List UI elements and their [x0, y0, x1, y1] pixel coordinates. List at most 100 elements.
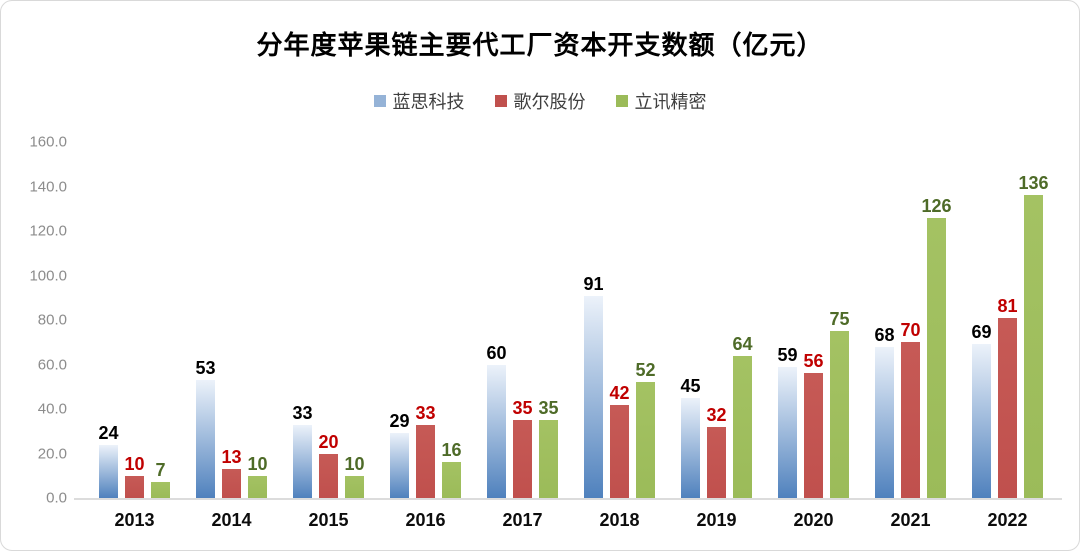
- bar-蓝思科技-2015: 33: [292, 404, 313, 498]
- x-tick-label: 2018: [599, 510, 640, 530]
- value-label: 35: [512, 398, 533, 419]
- bar-立讯精密-2020: 75: [829, 310, 850, 498]
- bar-歌尔股份-2019: 32: [706, 406, 727, 498]
- bar-立讯精密-2021: 126: [921, 197, 952, 498]
- bar-歌尔股份-2018: 42: [609, 384, 630, 498]
- legend-label: 歌尔股份: [513, 92, 586, 112]
- x-axis-line: [74, 498, 1062, 500]
- bar-group-2019: 45 32 64: [668, 142, 765, 498]
- x-tick-label: 2022: [987, 510, 1028, 530]
- y-axis: 0.0 20.0 40.0 60.0 80.0 100.0 120.0 140.0 160.0: [7, 134, 71, 507]
- value-label: 20: [318, 431, 339, 452]
- bar-立讯精密-2018: 52: [635, 361, 656, 498]
- value-label: 136: [1018, 173, 1049, 194]
- value-label: 13: [221, 447, 242, 468]
- legend-swatch-icon: [373, 95, 386, 107]
- y-tick-label: 80.0: [37, 311, 67, 329]
- x-tick-label: 2013: [114, 510, 155, 530]
- bar-歌尔股份-2013: 10: [124, 455, 145, 498]
- bar-group-2021: 68 70 126: [862, 142, 959, 498]
- y-tick-label: 20.0: [37, 445, 67, 462]
- bar-歌尔股份-2014: 13: [221, 448, 242, 498]
- legend-label: 蓝思科技: [392, 92, 465, 112]
- value-label: 10: [344, 453, 365, 474]
- bar-歌尔股份-2015: 20: [318, 433, 339, 498]
- bar-歌尔股份-2020: 56: [803, 352, 824, 498]
- bar-立讯精密-2016: 16: [441, 441, 462, 498]
- bar-蓝思科技-2016: 29: [389, 412, 410, 498]
- bar-group-2015: 33 20 10: [280, 142, 377, 498]
- bar-group-2020: 59 56 75: [765, 142, 862, 498]
- bar-蓝思科技-2014: 53: [195, 359, 216, 498]
- bar-蓝思科技-2018: 91: [583, 275, 604, 498]
- x-tick-label: 2019: [696, 510, 737, 530]
- y-tick-label: 0.0: [46, 489, 67, 507]
- x-tick-label: 2016: [405, 510, 446, 530]
- y-tick-label: 160.0: [29, 133, 67, 151]
- value-label: 81: [997, 295, 1018, 316]
- bar-蓝思科技-2017: 60: [486, 344, 507, 498]
- value-label: 64: [732, 333, 753, 354]
- legend-item: 蓝思科技: [373, 88, 465, 114]
- legend-swatch-icon: [494, 95, 507, 107]
- y-tick-label: 140.0: [29, 178, 67, 195]
- bar-歌尔股份-2017: 35: [512, 399, 533, 498]
- value-label: 33: [415, 402, 436, 423]
- value-label: 29: [389, 411, 410, 432]
- bar-group-2022: 69 81 136: [959, 142, 1056, 498]
- value-label: 60: [486, 342, 507, 363]
- x-tick-label: 2020: [793, 510, 834, 530]
- legend-item: 歌尔股份: [494, 88, 586, 114]
- bar-立讯精密-2017: 35: [538, 399, 559, 498]
- value-label: 7: [155, 460, 166, 481]
- value-label: 126: [921, 195, 952, 216]
- bar-蓝思科技-2022: 69: [971, 323, 992, 498]
- bar-group-2017: 60 35 35: [474, 142, 571, 498]
- value-label: 32: [706, 404, 727, 425]
- value-label: 53: [195, 358, 216, 379]
- value-label: 10: [124, 453, 145, 474]
- bar-立讯精密-2014: 10: [247, 455, 268, 498]
- bar-立讯精密-2019: 64: [732, 335, 753, 498]
- value-label: 10: [247, 453, 268, 474]
- x-axis-labels: 2013 2014 2015 2016 2017 2018 2019 2020 2021 2022: [86, 510, 1056, 531]
- bar-歌尔股份-2022: 81: [997, 297, 1018, 498]
- value-label: 91: [583, 273, 604, 294]
- bar-group-2018: 91 42 52: [571, 142, 668, 498]
- bar-蓝思科技-2019: 45: [680, 377, 701, 498]
- value-label: 75: [829, 309, 850, 330]
- y-tick-label: 40.0: [37, 400, 67, 418]
- value-label: 16: [441, 440, 462, 461]
- bar-group-2014: 53 13 10: [183, 142, 280, 498]
- value-label: 33: [292, 402, 313, 423]
- chart-title: 分年度苹果链主要代工厂资本开支数额（亿元）: [256, 30, 824, 60]
- bar-group-2013: 24 10 7: [86, 142, 183, 498]
- bar-蓝思科技-2021: 68: [874, 326, 895, 498]
- bar-立讯精密-2022: 136: [1018, 174, 1049, 498]
- legend-label: 立讯精密: [634, 92, 707, 112]
- bar-立讯精密-2013: 7: [151, 461, 170, 498]
- value-label: 24: [98, 422, 119, 443]
- y-tick-label: 60.0: [37, 356, 67, 373]
- value-label: 52: [635, 360, 656, 381]
- plot-area: 24 10 7 53 13 10 33 20 10 29 33 16 60 35 35 91 42 52 45 32 6…: [74, 142, 1062, 500]
- bar-歌尔股份-2016: 33: [415, 404, 436, 498]
- x-tick-label: 2014: [211, 510, 252, 530]
- x-tick-label: 2017: [502, 510, 543, 530]
- legend-swatch-icon: [615, 95, 628, 107]
- value-label: 68: [874, 324, 895, 345]
- bar-蓝思科技-2020: 59: [777, 346, 798, 498]
- bar-歌尔股份-2021: 70: [900, 321, 921, 498]
- y-tick-label: 100.0: [29, 267, 67, 284]
- bar-groups: 24 10 7 53 13 10 33 20 10 29 33 16 60 35 35 91 42 52 45 32 6…: [86, 142, 1056, 498]
- bar-蓝思科技-2013: 24: [98, 424, 119, 498]
- value-label: 70: [900, 320, 921, 341]
- value-label: 42: [609, 382, 630, 403]
- value-label: 45: [680, 375, 701, 396]
- value-label: 59: [777, 344, 798, 365]
- value-label: 69: [971, 322, 992, 343]
- value-label: 56: [803, 351, 824, 372]
- bar-立讯精密-2015: 10: [344, 455, 365, 498]
- x-tick-label: 2021: [890, 510, 931, 530]
